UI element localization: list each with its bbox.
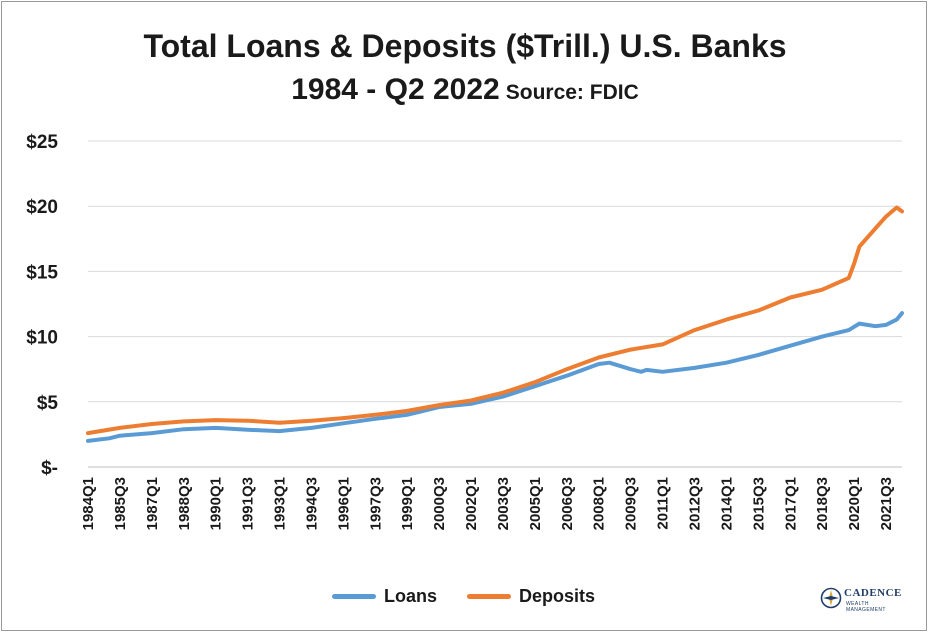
y-tick-label: $20 bbox=[26, 197, 58, 218]
legend-swatch-loans bbox=[332, 593, 376, 599]
y-tick-label: $15 bbox=[26, 262, 58, 283]
x-tick-label: 1996Q1 bbox=[335, 477, 352, 530]
x-tick-label: 2015Q3 bbox=[750, 477, 767, 530]
legend-item-deposits: Deposits bbox=[467, 583, 595, 609]
x-tick-label: 2005Q1 bbox=[527, 477, 544, 530]
legend-label-loans: Loans bbox=[384, 585, 438, 606]
x-tick-label: 2008Q1 bbox=[591, 477, 608, 530]
x-tick-label: 1991Q3 bbox=[240, 477, 257, 530]
x-tick-label: 2006Q3 bbox=[559, 477, 576, 530]
cadence-logo: CADENCE WEALTH MANAGEMENT bbox=[820, 585, 904, 613]
logo-name: CADENCE bbox=[844, 587, 902, 599]
x-tick-label: 1988Q3 bbox=[176, 477, 193, 530]
chart-subtitle-line: 1984 - Q2 2022 Source: FDIC bbox=[0, 70, 930, 115]
x-tick-label: 2003Q3 bbox=[495, 477, 512, 530]
x-tick-label: 1993Q1 bbox=[272, 477, 289, 530]
chart-title: Total Loans & Deposits ($Trill.) U.S. Ba… bbox=[143, 28, 787, 64]
series-line-loans bbox=[86, 311, 904, 443]
y-tick-label: $- bbox=[41, 458, 58, 479]
legend-swatch-deposits bbox=[467, 593, 511, 599]
compass-logo-icon bbox=[820, 587, 842, 609]
x-tick-label: 2018Q3 bbox=[814, 477, 831, 530]
legend-label-deposits: Deposits bbox=[519, 585, 596, 606]
chart-source: Source: FDIC bbox=[505, 81, 639, 104]
y-tick-label: $5 bbox=[37, 393, 59, 414]
chart-subtitle: 1984 - Q2 2022 bbox=[291, 73, 500, 106]
x-tick-label: 2009Q3 bbox=[623, 477, 640, 530]
x-tick-label: 1990Q1 bbox=[208, 477, 225, 530]
series-line-deposits bbox=[86, 205, 904, 436]
x-tick-label: 2014Q1 bbox=[718, 477, 735, 530]
x-tick-label: 2011Q1 bbox=[655, 477, 672, 530]
x-tick-label: 2017Q1 bbox=[782, 477, 799, 530]
x-tick-label: 1984Q1 bbox=[80, 477, 97, 530]
y-tick-label: $10 bbox=[26, 328, 58, 349]
legend-item-loans: Loans bbox=[332, 583, 437, 609]
x-tick-label: 1999Q1 bbox=[399, 477, 416, 530]
x-tick-label: 2002Q1 bbox=[463, 477, 480, 530]
y-tick-label: $25 bbox=[26, 132, 58, 153]
x-tick-label: 2020Q1 bbox=[846, 477, 863, 530]
x-tick-label: 1997Q3 bbox=[367, 477, 384, 530]
chart-legend: Loans Deposits bbox=[0, 583, 930, 609]
x-tick-label: 2012Q3 bbox=[687, 477, 704, 530]
logo-tagline: WEALTH MANAGEMENT bbox=[846, 601, 886, 613]
x-tick-label: 2021Q3 bbox=[878, 477, 895, 530]
x-tick-label: 2000Q3 bbox=[431, 477, 448, 530]
x-tick-label: 1985Q3 bbox=[112, 477, 129, 530]
x-tick-label: 1987Q1 bbox=[144, 477, 161, 530]
x-tick-label: 1994Q3 bbox=[303, 477, 320, 530]
